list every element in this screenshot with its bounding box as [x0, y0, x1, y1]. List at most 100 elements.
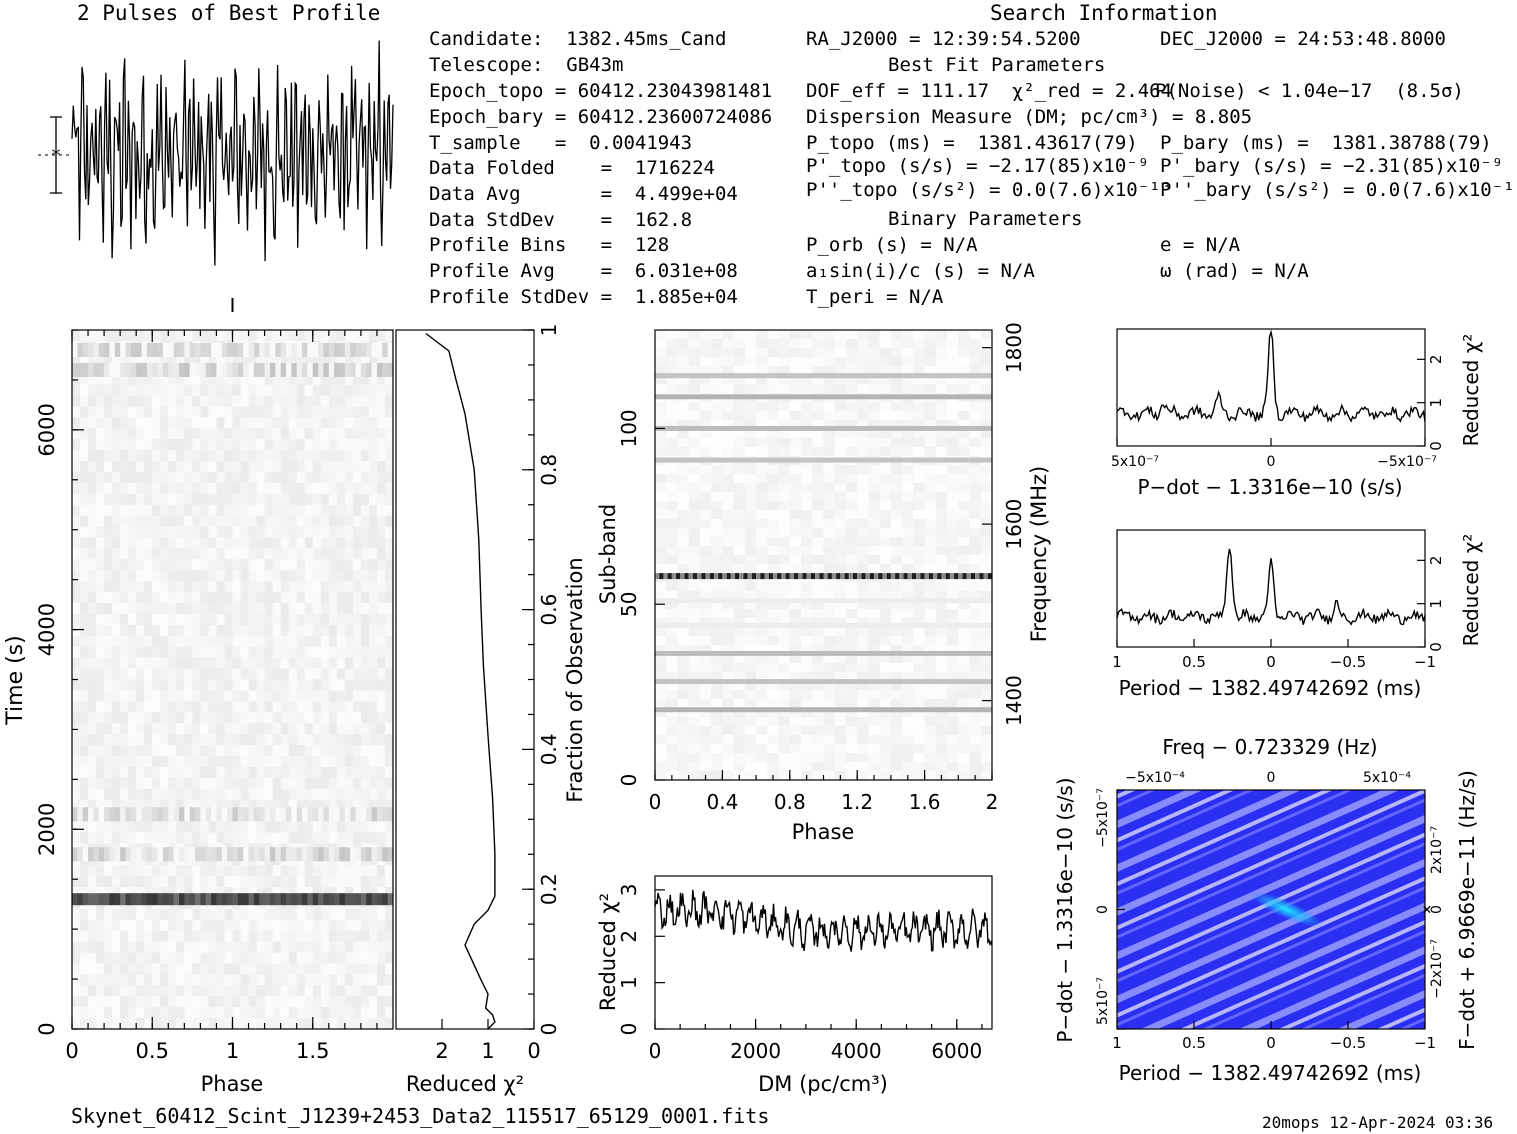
heatmap-cell: [184, 690, 193, 702]
heatmap-cell: [144, 788, 153, 801]
heatmap-cell: [72, 613, 81, 626]
heatmap-cell: [224, 821, 233, 833]
heatmap-cell: [304, 963, 314, 975]
time-feature-segment: [88, 847, 94, 862]
heatmap-cell: [240, 471, 250, 484]
heatmap-cell: [240, 908, 250, 921]
heatmap-cell: [152, 996, 161, 1008]
heatmap-cell: [72, 428, 81, 440]
subband-cell: [857, 735, 869, 745]
subband-cell: [980, 438, 993, 448]
subband-cell: [767, 717, 780, 727]
time-feature-segment: [216, 362, 223, 377]
heatmap-cell: [280, 417, 290, 429]
heatmap-cell: [136, 570, 145, 582]
heatmap-cell: [136, 974, 145, 986]
heatmap-cell: [368, 428, 378, 440]
heatmap-cell: [104, 963, 113, 975]
heatmap-cell: [112, 908, 121, 921]
heatmap-cell: [264, 548, 274, 560]
heatmap-cell: [160, 330, 169, 342]
heatmap-cell: [112, 821, 121, 833]
heatmap-cell: [328, 799, 338, 812]
heatmap-cell: [96, 1007, 105, 1019]
subband-cell: [834, 375, 847, 385]
subband-cell: [688, 726, 701, 736]
subband-cell: [711, 663, 723, 673]
info-data-stddev: Data StdDev = 162.8: [429, 209, 693, 231]
heatmap-cell: [352, 450, 362, 462]
heatmap-cell: [160, 657, 169, 670]
subband-y2tick-label: 1400: [1002, 675, 1026, 726]
heatmap-cell: [376, 537, 386, 549]
heatmap-cell: [136, 712, 145, 724]
heatmap-cell: [120, 887, 129, 899]
subband-cell: [655, 672, 667, 682]
heatmap-cell: [192, 330, 201, 342]
subband-cell: [947, 726, 959, 736]
heatmap-cell: [328, 526, 338, 539]
heatmap-cell: [136, 526, 145, 539]
time-feature-segment: [259, 893, 266, 906]
subband-cell: [935, 591, 948, 601]
heatmap-cell: [368, 930, 378, 943]
heatmap-cell: [328, 471, 338, 484]
heatmap-cell: [280, 876, 290, 888]
heatmap-cell: [312, 963, 322, 975]
heatmap-cell: [296, 832, 306, 844]
subband-cell: [823, 717, 836, 727]
heatmap-cell: [376, 581, 386, 593]
redchi-frame: [395, 329, 535, 1030]
subband-band-segment: [823, 573, 828, 580]
heatmap-cell: [200, 1007, 209, 1019]
heatmap-cell: [240, 974, 250, 986]
heatmap-cell: [376, 439, 386, 451]
heatmap-cell: [320, 963, 330, 975]
subband-cell: [980, 537, 993, 547]
subband-cell: [834, 348, 847, 358]
subband-cell: [688, 402, 701, 412]
subband-cell: [913, 519, 926, 529]
heatmap-cell: [272, 537, 282, 549]
heatmap-cell: [312, 832, 322, 844]
heatmap-cell: [344, 1007, 354, 1019]
subband-cell: [890, 618, 903, 628]
heatmap-cell: [200, 537, 209, 549]
subband-cell: [913, 690, 926, 700]
subband-cell: [812, 402, 824, 412]
heatmap-cell: [88, 515, 97, 528]
subband-cell: [845, 681, 858, 691]
heatmap-cell: [352, 417, 362, 429]
subband-cell: [845, 591, 858, 601]
subband-cell: [789, 681, 802, 691]
heatmap-cell: [344, 395, 354, 407]
heatmap-cell: [272, 384, 282, 397]
subband-cell: [812, 582, 824, 592]
heatmap-cell: [208, 777, 217, 790]
subband-cell: [913, 537, 926, 547]
heatmap-cell: [248, 974, 258, 986]
heatmap-cell: [152, 777, 161, 790]
heatmap-cell: [368, 613, 378, 626]
subband-cell: [699, 402, 712, 412]
heatmap-cell: [128, 613, 137, 626]
subband-cell: [778, 447, 791, 457]
heatmap-cell: [88, 330, 97, 342]
heatmap-cell: [104, 646, 113, 659]
heatmap-cell: [272, 723, 282, 735]
time-phase-heatmap: [72, 330, 394, 1030]
heatmap-cell: [264, 592, 274, 604]
heatmap-cell: [168, 985, 177, 997]
subband-cell: [947, 735, 959, 745]
heatmap-cell: [248, 963, 258, 975]
time-feature-segment: [334, 893, 340, 906]
heatmap-cell: [272, 613, 282, 626]
subband-cell: [980, 645, 993, 655]
subband-cell: [845, 546, 858, 556]
subband-cell: [980, 402, 993, 412]
heatmap-cell: [320, 504, 330, 517]
heatmap-cell: [128, 406, 137, 418]
subband-cell: [935, 627, 948, 637]
time-feature-segment: [205, 342, 212, 357]
subband-cell: [733, 330, 746, 340]
